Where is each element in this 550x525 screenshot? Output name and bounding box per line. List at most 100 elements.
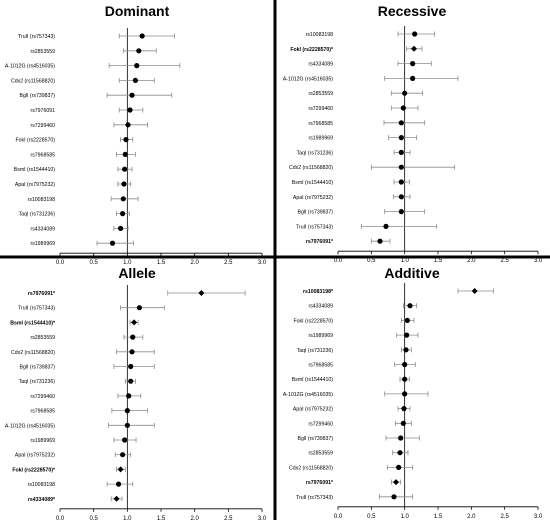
x-tick-label: 0.5	[367, 258, 376, 264]
forest-row: Cdx2 (rs11568820)	[11, 77, 155, 84]
forest-row: rs7968585	[30, 408, 148, 415]
point-estimate	[120, 196, 126, 202]
point-estimate	[391, 494, 397, 500]
forest-row: ApaI (rs7975232)	[15, 452, 132, 459]
row-label: TruII (rs757343)	[18, 306, 55, 312]
point-estimate	[124, 408, 130, 414]
row-label: TruII (rs757343)	[18, 34, 55, 40]
forest-row: rs7968585	[30, 151, 136, 158]
point-estimate	[401, 406, 407, 412]
x-tick-label: 3.0	[534, 258, 543, 264]
x-tick-label: 0.0	[334, 258, 343, 264]
point-estimate	[404, 332, 410, 338]
point-estimate	[122, 151, 128, 157]
point-estimate	[402, 361, 408, 368]
x-tick-label: 0.0	[334, 514, 343, 520]
forest-row: TruII (rs757343)	[296, 223, 438, 230]
forest-row: rs4334089	[308, 303, 418, 310]
forest-row: TruII (rs757343)	[296, 494, 414, 501]
row-label: Cdx2 (rs11568820)	[11, 78, 55, 84]
point-estimate	[123, 137, 129, 143]
forest-row: TaqI (rs731236)	[19, 211, 130, 218]
forest-row: BsmI (rs1544410)	[14, 166, 133, 173]
point-estimate	[130, 334, 136, 340]
point-estimate-diamond	[411, 45, 417, 52]
row-label: rs7299460	[308, 106, 333, 112]
x-tick-label: 2.0	[467, 514, 476, 520]
forest-row: rs7299460	[308, 420, 412, 427]
point-estimate	[397, 450, 403, 456]
row-label: rs2853559	[308, 91, 333, 97]
point-estimate	[400, 105, 406, 111]
row-label: TruII (rs757343)	[296, 495, 333, 501]
panel-title: Dominant	[105, 3, 170, 19]
row-label: rs7968585	[30, 152, 55, 158]
point-estimate	[126, 393, 132, 399]
row-label: Cdx2 (rs11568820)	[289, 165, 333, 171]
forest-row: BglI (rs739837)	[20, 363, 155, 371]
forest-row: BsmI (rs1544410)	[292, 376, 410, 383]
forest-row: FokI (rs2228570)	[15, 137, 134, 144]
row-label: A-1012G (rs4516035)	[5, 423, 55, 429]
point-estimate	[134, 63, 140, 69]
point-estimate	[407, 303, 413, 309]
point-estimate-diamond	[471, 288, 478, 294]
point-estimate	[115, 481, 122, 487]
forest-row: A-1012G (rs4516035)	[283, 391, 429, 398]
x-tick-label: 1.0	[123, 516, 132, 520]
x-tick-label: 2.0	[190, 516, 199, 520]
point-estimate-diamond	[117, 466, 124, 473]
row-label: rs2853559	[30, 49, 55, 55]
row-label: ApaI (rs7975232)	[293, 195, 333, 201]
row-label: FokI (rs2228570)*	[290, 47, 334, 53]
forest-row: TaqI (rs731236)	[297, 347, 412, 354]
forest-row: TruII (rs757343)	[18, 33, 175, 40]
row-label: rs1989969	[308, 136, 333, 142]
point-estimate	[109, 240, 116, 246]
x-tick-label: 1.5	[157, 260, 166, 266]
panel-recessive: Recessive 0.0 0.5 1.0 1.5 2.0 2.5 3.0 rs10083198…	[283, 3, 543, 264]
point-estimate	[129, 349, 135, 355]
row-label: rs7299460	[30, 394, 55, 400]
point-estimate	[410, 75, 416, 81]
forest-row: TaqI (rs731236)	[297, 149, 411, 156]
x-tick-label: 1.5	[157, 516, 166, 520]
forest-row: rs7299460	[30, 393, 142, 400]
row-label: rs4334089*	[28, 497, 56, 503]
x-tick-label: 1.0	[123, 260, 132, 266]
point-estimate	[398, 194, 404, 200]
row-label: A-1012G (rs4516035)	[283, 76, 333, 82]
row-label: rs2853559	[30, 335, 55, 341]
point-estimate	[398, 164, 404, 170]
forest-row: BglI (rs739837)	[298, 209, 426, 216]
point-estimate	[121, 181, 127, 187]
point-estimate-diamond	[113, 495, 120, 502]
row-label: rs10083198	[28, 482, 56, 488]
x-tick-label: 2.5	[500, 258, 509, 264]
forest-row: rs2853559	[30, 48, 157, 55]
point-estimate	[396, 464, 402, 470]
x-tick-label: 3.0	[258, 260, 267, 266]
row-label: TaqI (rs731236)	[297, 150, 334, 156]
x-tick-label: 2.5	[224, 516, 233, 520]
forest-row: A-1012G (rs4516035)	[5, 422, 155, 429]
point-estimate	[122, 437, 128, 443]
point-estimate	[125, 122, 131, 128]
row-label: rs7976091*	[28, 291, 56, 297]
point-estimate	[120, 452, 126, 458]
x-tick-label: 1.5	[434, 258, 443, 264]
point-estimate	[377, 238, 383, 244]
forest-row: rs2853559	[308, 90, 424, 97]
point-estimate	[398, 209, 404, 215]
point-estimate	[128, 363, 134, 370]
forest-row: Cdx2 (rs11568820)	[11, 349, 155, 356]
row-label: ApaI (rs7975232)	[15, 182, 55, 188]
point-estimate	[118, 225, 124, 231]
x-tick-label: 3.0	[534, 514, 543, 520]
row-label: rs10083198*	[303, 289, 334, 295]
x-tick-label: 3.0	[258, 516, 267, 520]
point-estimate	[124, 422, 130, 428]
point-estimate	[398, 120, 404, 126]
x-tick-label: 1.0	[400, 514, 409, 520]
point-estimate	[128, 378, 134, 384]
